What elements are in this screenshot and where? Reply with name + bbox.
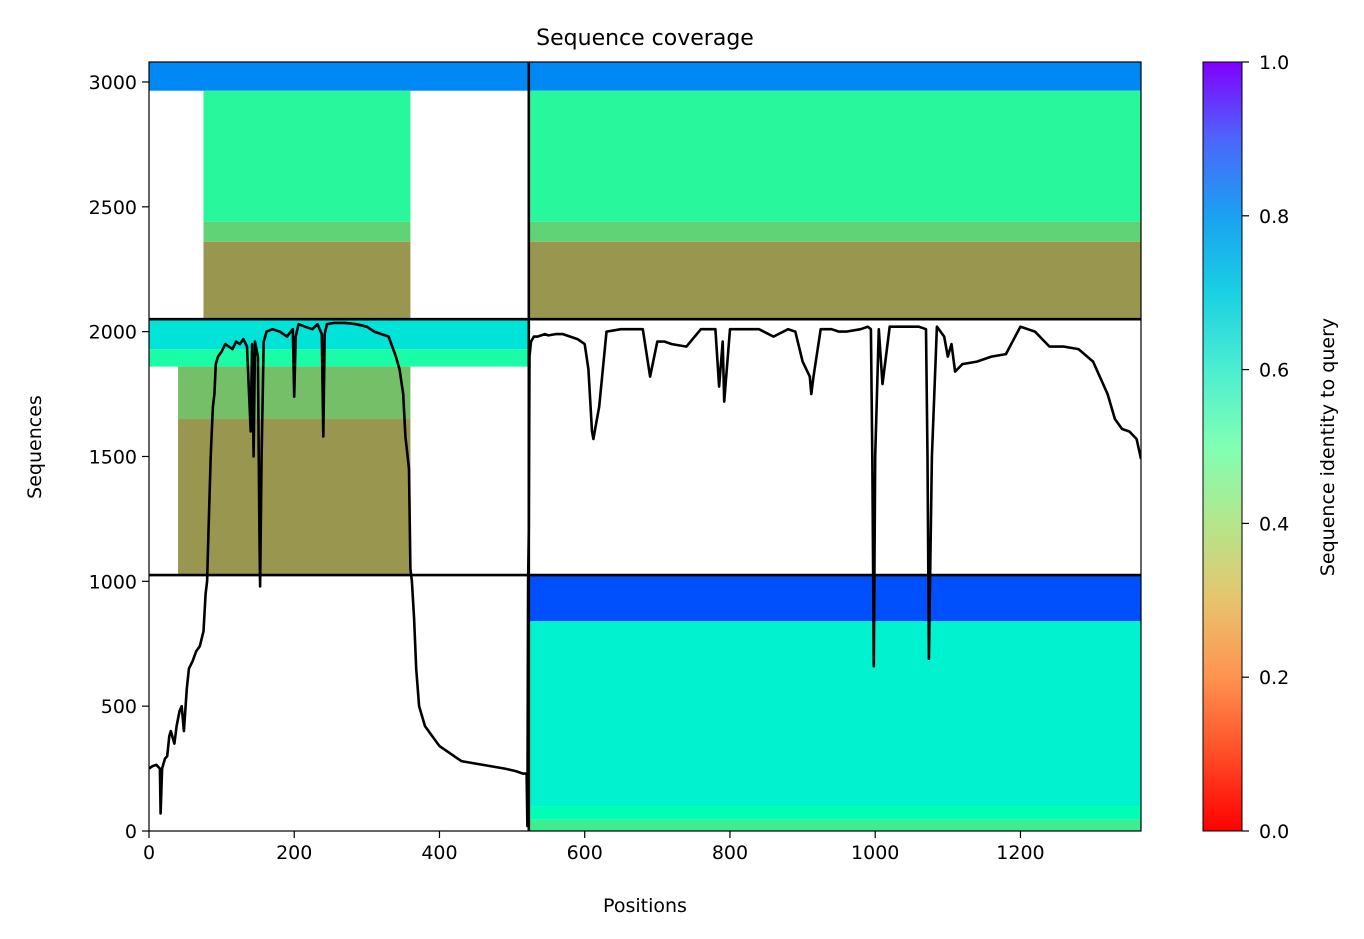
x-axis: 0 200 400 600 800 1000 1200 xyxy=(143,831,1045,864)
coverage-block xyxy=(528,819,1141,831)
coverage-block xyxy=(203,241,411,320)
coverage-block xyxy=(149,62,529,91)
coverage-block xyxy=(178,419,411,576)
x-tick-label: 1000 xyxy=(851,842,899,864)
y-tick-label: 500 xyxy=(101,696,137,718)
y-tick-label: 1000 xyxy=(89,571,137,593)
x-tick-label: 1200 xyxy=(996,842,1044,864)
coverage-block xyxy=(203,90,411,222)
x-tick-label: 400 xyxy=(421,842,457,864)
coverage-line xyxy=(149,321,1141,828)
colorbar-tick-label: 1.0 xyxy=(1259,52,1289,74)
colorbar: 0.0 0.2 0.4 0.6 0.8 1.0 Sequence identity to … xyxy=(1202,52,1339,843)
coverage-block xyxy=(528,241,1141,320)
x-axis-label: Positions xyxy=(603,895,687,917)
coverage-block xyxy=(528,90,1141,222)
y-tick-label: 3000 xyxy=(89,72,137,94)
x-tick-label: 600 xyxy=(567,842,603,864)
coverage-block xyxy=(528,221,1141,242)
coverage-block xyxy=(203,221,411,242)
colorbar-tick-label: 0.6 xyxy=(1259,360,1289,382)
y-tick-label: 1500 xyxy=(89,446,137,468)
coverage-block xyxy=(528,62,1141,91)
colorbar-tick-label: 0.0 xyxy=(1259,821,1289,843)
y-axis-label: Sequences xyxy=(24,395,46,499)
coverage-block xyxy=(528,575,1141,622)
y-tick-label: 2500 xyxy=(89,197,137,219)
x-tick-label: 0 xyxy=(143,842,155,864)
plot-frame xyxy=(148,61,1142,832)
coverage-block xyxy=(528,621,1141,807)
y-tick-label: 0 xyxy=(125,821,137,843)
coverage-block xyxy=(149,349,529,367)
x-tick-label: 200 xyxy=(276,842,312,864)
y-axis: 0 500 1000 1500 2000 2500 3000 xyxy=(89,72,149,843)
colorbar-ticks: 0.0 0.2 0.4 0.6 0.8 1.0 xyxy=(1242,52,1289,843)
chart-title: Sequence coverage xyxy=(536,26,754,51)
x-tick-label: 800 xyxy=(712,842,748,864)
y-tick-label: 2000 xyxy=(89,322,137,344)
colorbar-label: Sequence identity to query xyxy=(1317,318,1339,576)
colorbar-tick-label: 0.2 xyxy=(1259,667,1289,689)
coverage-block xyxy=(528,806,1141,820)
coverage-blocks xyxy=(149,62,1141,831)
colorbar-tick-label: 0.4 xyxy=(1259,513,1289,535)
plot-area xyxy=(149,62,1141,831)
colorbar-tick-label: 0.8 xyxy=(1259,206,1289,228)
colorbar-gradient xyxy=(1202,61,1243,832)
